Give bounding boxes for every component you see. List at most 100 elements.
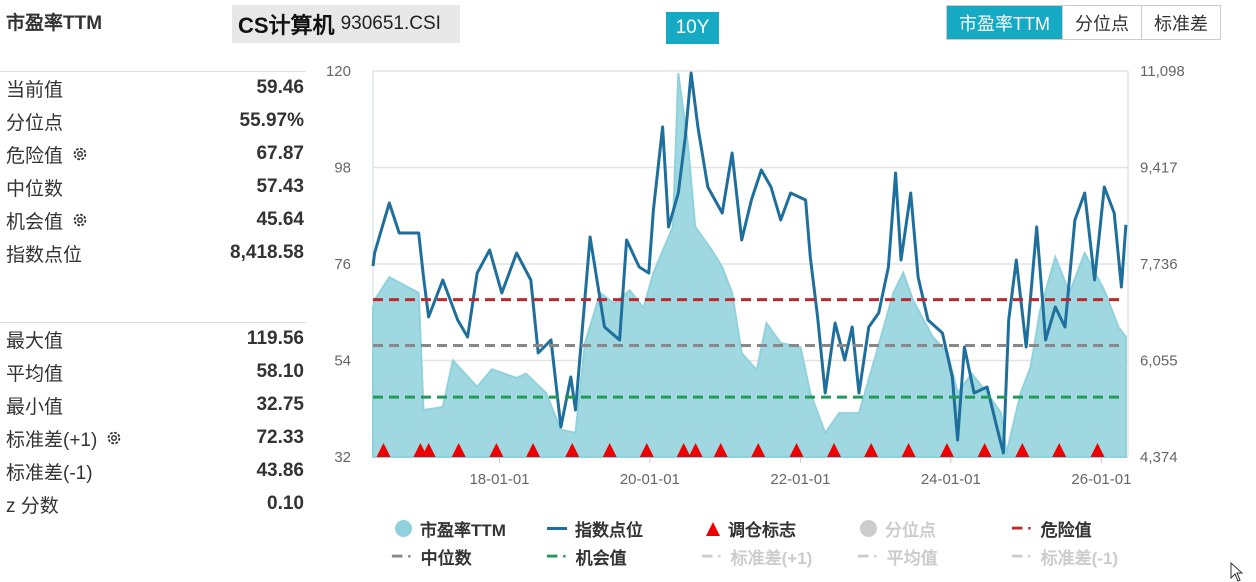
legend-label: 中位数 <box>420 549 472 568</box>
legend-label: 平均值 <box>886 549 938 568</box>
stat-row: 标准差(+1) 72.33 <box>6 425 304 451</box>
stat-row: 平均值 58.10 <box>6 359 304 385</box>
stat-row: z 分数 0.10 <box>6 491 304 517</box>
stat-value: 58.10 <box>256 361 304 382</box>
legend-label: 机会值 <box>575 549 627 568</box>
rebalance-marker <box>565 443 580 457</box>
dash-icon: ━ · <box>702 546 723 566</box>
index-line <box>371 71 1128 455</box>
stat-value: 67.87 <box>256 143 304 164</box>
legend-label: 分位点 <box>885 521 936 540</box>
stat-value: 57.43 <box>256 176 304 197</box>
circle-icon <box>860 520 877 537</box>
gear-icon[interactable] <box>71 211 89 229</box>
rebalance-marker <box>451 443 466 457</box>
stat-label-wrap: 平均值 <box>6 359 63 386</box>
x-tick-label: 18-01-01 <box>469 471 529 488</box>
y-tick-right: 7,736 <box>1140 256 1178 273</box>
range-10y-button[interactable]: 10Y <box>666 12 719 44</box>
legend-item-rebalance[interactable]: 调仓标志 <box>706 516 796 541</box>
stat-value: 32.75 <box>256 394 304 415</box>
stat-label: 标准差(+1) <box>6 429 98 451</box>
circle-icon <box>395 520 412 537</box>
stat-row: 最大值 119.56 <box>6 326 304 352</box>
stat-label-wrap: 危险值 <box>6 141 89 168</box>
stat-row: 最小值 32.75 <box>6 392 304 418</box>
rebalance-marker <box>751 443 766 457</box>
stat-value: 0.10 <box>267 493 304 514</box>
legend-label: 标准差(-1) <box>1040 549 1119 568</box>
rebalance-marker <box>639 443 654 457</box>
stat-label: 机会值 <box>6 211 64 233</box>
stat-label: 最小值 <box>6 396 64 418</box>
stat-value: 72.33 <box>256 427 304 448</box>
rebalance-marker <box>827 443 842 457</box>
line-icon <box>547 527 567 530</box>
x-tick-label: 22-01-01 <box>770 471 830 488</box>
rebalance-marker <box>376 443 391 457</box>
legend-item-danger[interactable]: ━ · 危险值 <box>1012 516 1092 541</box>
legend-label: 调仓标志 <box>728 521 796 540</box>
index-name: CS计算机 <box>238 13 335 38</box>
tab-std-dev[interactable]: 标准差 <box>1140 6 1220 39</box>
dash-icon: ━ · <box>1012 518 1033 538</box>
stat-label-wrap: 指数点位 <box>6 240 82 267</box>
stat-label: 指数点位 <box>6 244 83 266</box>
rebalance-marker <box>526 443 541 457</box>
legend-item-median[interactable]: ━ · 中位数 <box>392 544 472 569</box>
stat-value: 43.86 <box>256 460 304 481</box>
stat-row: 危险值 67.87 <box>6 141 304 167</box>
legend-item-std-minus[interactable]: ━ · 标准差(-1) <box>1012 544 1118 569</box>
stat-label-wrap: z 分数 <box>6 491 59 518</box>
dash-icon: ━ · <box>858 546 879 566</box>
gear-icon[interactable] <box>105 429 123 447</box>
y-tick-left: 76 <box>334 256 351 273</box>
y-tick-right: 9,417 <box>1140 160 1178 177</box>
rebalance-marker <box>789 443 804 457</box>
gear-icon[interactable] <box>71 145 89 163</box>
rebalance-marker <box>977 443 992 457</box>
rebalance-marker <box>864 443 879 457</box>
stat-label: 标准差(-1) <box>6 462 93 484</box>
stat-row: 机会值 45.64 <box>6 207 304 233</box>
legend-label: 标准差(+1) <box>730 549 813 568</box>
legend-label: 市盈率TTM <box>420 521 506 540</box>
rebalance-marker <box>421 443 436 457</box>
pe-ttm-area <box>372 73 1127 458</box>
legend-item-mean[interactable]: ━ · 平均值 <box>858 544 938 569</box>
stat-label: 平均值 <box>6 363 64 385</box>
legend-item-index[interactable]: 指数点位 <box>547 516 643 541</box>
tab-pe-ttm[interactable]: 市盈率TTM <box>947 6 1062 39</box>
y-tick-left: 54 <box>334 353 351 370</box>
legend-label: 危险值 <box>1040 521 1092 540</box>
y-tick-right: 4,374 <box>1140 449 1178 466</box>
stat-label-wrap: 最小值 <box>6 392 63 419</box>
legend-item-std-plus[interactable]: ━ · 标准差(+1) <box>702 544 812 569</box>
x-tick-label: 20-01-01 <box>620 471 680 488</box>
metric-title: 市盈率TTM <box>6 13 103 34</box>
stat-label-wrap: 标准差(-1) <box>6 458 93 485</box>
y-tick-left: 120 <box>326 63 351 80</box>
stat-label: z 分数 <box>6 495 59 517</box>
legend-item-opportunity[interactable]: ━ · 机会值 <box>547 544 627 569</box>
stat-label-wrap: 分位点 <box>6 108 63 135</box>
legend-label: 指数点位 <box>575 521 643 540</box>
rebalance-marker <box>713 443 728 457</box>
rebalance-marker <box>688 443 703 457</box>
tab-percentile[interactable]: 分位点 <box>1061 6 1141 39</box>
valuation-chart: 120 11,098 98 9,417 76 7,736 54 6,055 32 4,374 18-… <box>326 63 1185 488</box>
y-tick-right: 11,098 <box>1140 63 1185 80</box>
index-selector[interactable]: CS计算机 930651.CSI <box>232 5 460 43</box>
metric-tabs: 市盈率TTM 分位点 标准差 <box>946 5 1221 40</box>
stat-value: 8,418.58 <box>230 242 304 263</box>
legend-item-pe[interactable]: 市盈率TTM <box>395 516 506 541</box>
stat-label: 分位点 <box>6 112 64 134</box>
dash-icon: ━ · <box>392 546 413 566</box>
y-tick-left: 32 <box>334 449 351 466</box>
stat-label-wrap: 标准差(+1) <box>6 425 123 452</box>
x-tick-label: 24-01-01 <box>921 471 981 488</box>
rebalance-marker <box>1090 443 1105 457</box>
legend-item-percentile[interactable]: 分位点 <box>860 516 936 541</box>
stat-row: 分位点 55.97% <box>6 108 304 134</box>
stat-label: 最大值 <box>6 330 64 352</box>
